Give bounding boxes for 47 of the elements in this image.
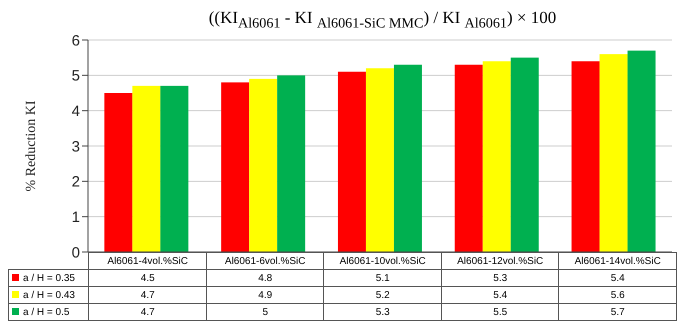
data-label: 4.7 <box>88 286 206 304</box>
y-tick-label: 0 <box>72 244 80 262</box>
bar <box>366 68 394 252</box>
y-tick-label: 6 <box>72 32 80 50</box>
bar <box>277 75 306 252</box>
x-tick-label: Al6061-6vol.%SiC <box>206 252 324 270</box>
data-label: 5.2 <box>324 286 442 304</box>
data-label: 4.9 <box>206 286 324 304</box>
bar <box>628 50 656 252</box>
x-tick-label: Al6061-10vol.%SiC <box>324 252 442 270</box>
bar <box>338 72 366 252</box>
data-label: 5.1 <box>324 270 442 286</box>
data-label: 5.5 <box>441 304 559 320</box>
bar <box>249 78 278 252</box>
y-axis-title: % Reduction KI <box>24 100 39 192</box>
legend-label: a / H = 0.35 <box>8 270 89 286</box>
y-tick-label: 1 <box>72 208 80 226</box>
bar <box>482 61 511 252</box>
chart-title: ((KI$_{Al6061}$ - KI $_{Al6061-SiC MMC}$) / KI $_{Al6061}$) × 100 <box>208 8 558 32</box>
x-tick-label: Al6061-12vol.%SiC <box>441 252 559 270</box>
data-label: 5.3 <box>441 270 559 286</box>
y-tick-label: 4 <box>72 102 80 120</box>
bar <box>572 61 600 252</box>
data-label: 4.8 <box>206 270 324 286</box>
bar <box>394 64 422 252</box>
data-label: 4.7 <box>88 304 206 320</box>
bar <box>600 54 628 252</box>
bar <box>510 58 539 252</box>
bar <box>132 86 160 252</box>
data-label: 5.4 <box>558 270 676 286</box>
bar <box>221 82 250 252</box>
y-tick-label: 3 <box>72 138 80 156</box>
bar <box>104 93 132 252</box>
legend-label: a / H = 0.43 <box>8 286 89 304</box>
data-label: 5.4 <box>441 286 559 304</box>
data-label: 5.3 <box>324 304 442 320</box>
data-label: 5.6 <box>558 286 676 304</box>
y-tick-label: 5 <box>72 68 80 85</box>
x-tick-label: Al6061-4vol.%SiC <box>88 252 206 270</box>
legend-label: a / H = 0.5 <box>8 304 89 320</box>
x-tick-label: Al6061-14vol.%SiC <box>558 252 676 270</box>
data-label: 5 <box>206 304 324 320</box>
data-label: 5.7 <box>558 304 676 320</box>
data-label: 4.5 <box>88 270 206 286</box>
bar <box>160 86 188 252</box>
y-tick-label: 2 <box>72 174 80 191</box>
bar <box>454 64 483 252</box>
